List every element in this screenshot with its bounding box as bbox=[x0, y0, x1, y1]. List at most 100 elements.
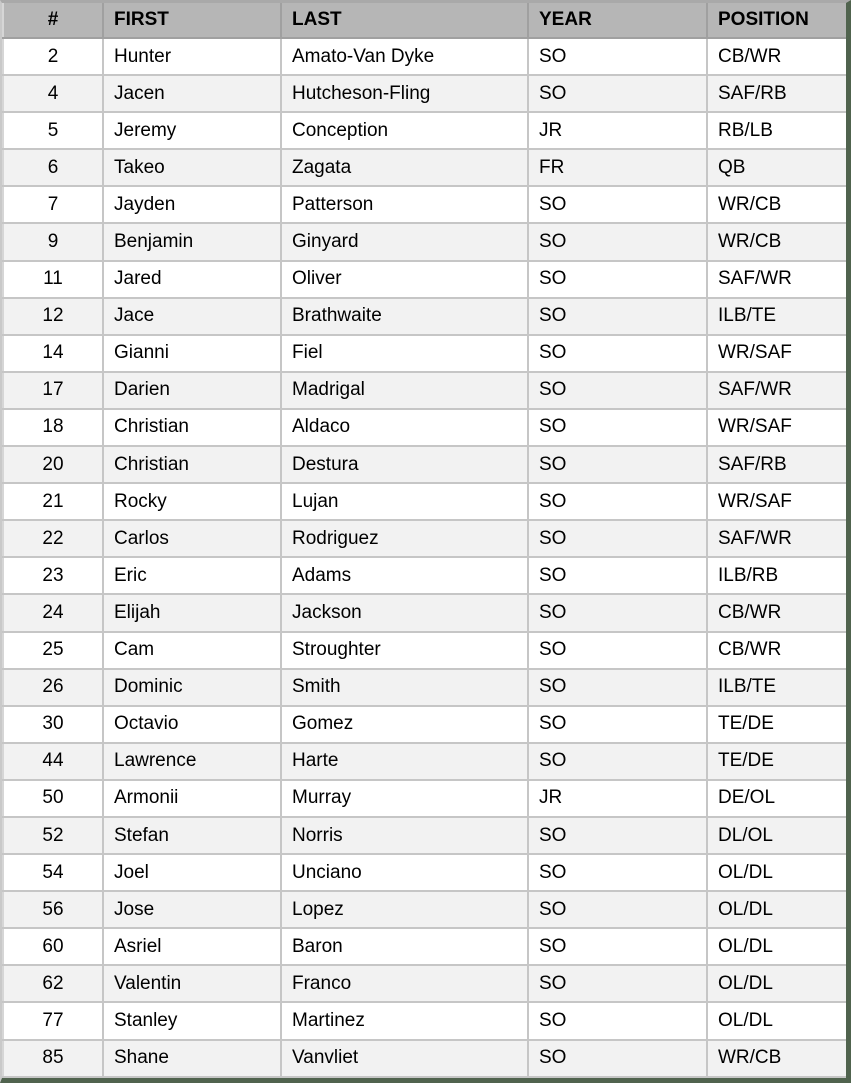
cell-last: Vanvliet bbox=[280, 1038, 529, 1078]
cell-num: 85 bbox=[2, 1038, 104, 1078]
cell-year: SO bbox=[527, 704, 708, 744]
table-row: 56 Jose Lopez SO OL/DL bbox=[2, 890, 846, 930]
cell-position: DL/OL bbox=[706, 815, 846, 856]
cell-num: 21 bbox=[2, 482, 104, 522]
column-header-last: LAST bbox=[280, 3, 529, 39]
cell-last: Conception bbox=[280, 111, 529, 151]
cell-position: TE/DE bbox=[706, 704, 846, 744]
cell-num: 62 bbox=[2, 964, 104, 1004]
cell-num: 18 bbox=[2, 407, 104, 448]
cell-last: Oliver bbox=[280, 259, 529, 299]
cell-year: SO bbox=[527, 185, 708, 225]
cell-position: CB/WR bbox=[706, 36, 846, 77]
header-row: # FIRST LAST YEAR POSITION bbox=[2, 3, 846, 39]
cell-year: SO bbox=[527, 593, 708, 633]
cell-last: Madrigal bbox=[280, 370, 529, 410]
cell-year: SO bbox=[527, 1038, 708, 1078]
cell-last: Destura bbox=[280, 445, 529, 485]
cell-first: Stefan bbox=[102, 815, 282, 856]
cell-num: 24 bbox=[2, 593, 104, 633]
cell-position: SAF/RB bbox=[706, 445, 846, 485]
cell-year: SO bbox=[527, 741, 708, 781]
cell-num: 17 bbox=[2, 370, 104, 410]
cell-position: SAF/RB bbox=[706, 74, 846, 114]
table-row: 26 Dominic Smith SO ILB/TE bbox=[2, 667, 846, 707]
cell-year: SO bbox=[527, 74, 708, 114]
cell-position: OL/DL bbox=[706, 1001, 846, 1041]
cell-num: 30 bbox=[2, 704, 104, 744]
roster-table-body: 2 Hunter Amato-Van Dyke SO CB/WR 4 Jacen Hutche… bbox=[2, 36, 846, 1078]
cell-year: SO bbox=[527, 556, 708, 596]
table-row: 50 Armonii Murray JR DE/OL bbox=[2, 778, 846, 818]
table-row: 7 Jayden Patterson SO WR/CB bbox=[2, 185, 846, 225]
cell-year: SO bbox=[527, 853, 708, 893]
cell-position: CB/WR bbox=[706, 593, 846, 633]
table-row: 62 Valentin Franco SO OL/DL bbox=[2, 964, 846, 1004]
cell-last: Ginyard bbox=[280, 222, 529, 262]
table-row: 18 Christian Aldaco SO WR/SAF bbox=[2, 407, 846, 448]
table-row: 24 Elijah Jackson SO CB/WR bbox=[2, 593, 846, 633]
table-row: 25 Cam Stroughter SO CB/WR bbox=[2, 630, 846, 670]
cell-year: SO bbox=[527, 296, 708, 336]
cell-num: 4 bbox=[2, 74, 104, 114]
cell-first: Eric bbox=[102, 556, 282, 596]
cell-num: 25 bbox=[2, 630, 104, 670]
cell-position: ILB/TE bbox=[706, 296, 846, 336]
cell-first: Joel bbox=[102, 853, 282, 893]
cell-last: Adams bbox=[280, 556, 529, 596]
cell-position: WR/CB bbox=[706, 1038, 846, 1078]
cell-year: JR bbox=[527, 778, 708, 818]
cell-first: Dominic bbox=[102, 667, 282, 707]
cell-num: 26 bbox=[2, 667, 104, 707]
roster-table: # FIRST LAST YEAR POSITION 2 Hunter Amato-… bbox=[2, 3, 846, 1078]
cell-year: SO bbox=[527, 482, 708, 522]
cell-position: SAF/WR bbox=[706, 519, 846, 559]
cell-last: Gomez bbox=[280, 704, 529, 744]
cell-year: SO bbox=[527, 927, 708, 967]
cell-position: SAF/WR bbox=[706, 370, 846, 410]
cell-first: Hunter bbox=[102, 36, 282, 77]
cell-year: SO bbox=[527, 667, 708, 707]
cell-last: Norris bbox=[280, 815, 529, 856]
table-row: 20 Christian Destura SO SAF/RB bbox=[2, 445, 846, 485]
cell-first: Octavio bbox=[102, 704, 282, 744]
cell-year: SO bbox=[527, 630, 708, 670]
table-row: 22 Carlos Rodriguez SO SAF/WR bbox=[2, 519, 846, 559]
cell-num: 60 bbox=[2, 927, 104, 967]
cell-first: Jose bbox=[102, 890, 282, 930]
cell-last: Harte bbox=[280, 741, 529, 781]
cell-num: 77 bbox=[2, 1001, 104, 1041]
cell-year: FR bbox=[527, 148, 708, 188]
cell-position: OL/DL bbox=[706, 853, 846, 893]
cell-position: TE/DE bbox=[706, 741, 846, 781]
cell-last: Smith bbox=[280, 667, 529, 707]
cell-first: Jeremy bbox=[102, 111, 282, 151]
cell-first: Darien bbox=[102, 370, 282, 410]
table-row: 4 Jacen Hutcheson-Fling SO SAF/RB bbox=[2, 74, 846, 114]
cell-num: 14 bbox=[2, 333, 104, 373]
cell-first: Asriel bbox=[102, 927, 282, 967]
cell-first: Jacen bbox=[102, 74, 282, 114]
cell-first: Christian bbox=[102, 407, 282, 448]
cell-first: Gianni bbox=[102, 333, 282, 373]
cell-position: WR/CB bbox=[706, 222, 846, 262]
table-row: 23 Eric Adams SO ILB/RB bbox=[2, 556, 846, 596]
cell-last: Lujan bbox=[280, 482, 529, 522]
cell-last: Aldaco bbox=[280, 407, 529, 448]
cell-position: CB/WR bbox=[706, 630, 846, 670]
table-row: 11 Jared Oliver SO SAF/WR bbox=[2, 259, 846, 299]
cell-first: Valentin bbox=[102, 964, 282, 1004]
cell-num: 56 bbox=[2, 890, 104, 930]
column-header-year: YEAR bbox=[527, 3, 708, 39]
cell-position: WR/SAF bbox=[706, 482, 846, 522]
roster-table-header: # FIRST LAST YEAR POSITION bbox=[2, 3, 846, 39]
cell-num: 6 bbox=[2, 148, 104, 188]
cell-position: SAF/WR bbox=[706, 259, 846, 299]
cell-last: Martinez bbox=[280, 1001, 529, 1041]
cell-last: Murray bbox=[280, 778, 529, 818]
table-row: 54 Joel Unciano SO OL/DL bbox=[2, 853, 846, 893]
table-row: 30 Octavio Gomez SO TE/DE bbox=[2, 704, 846, 744]
cell-position: ILB/TE bbox=[706, 667, 846, 707]
cell-last: Baron bbox=[280, 927, 529, 967]
